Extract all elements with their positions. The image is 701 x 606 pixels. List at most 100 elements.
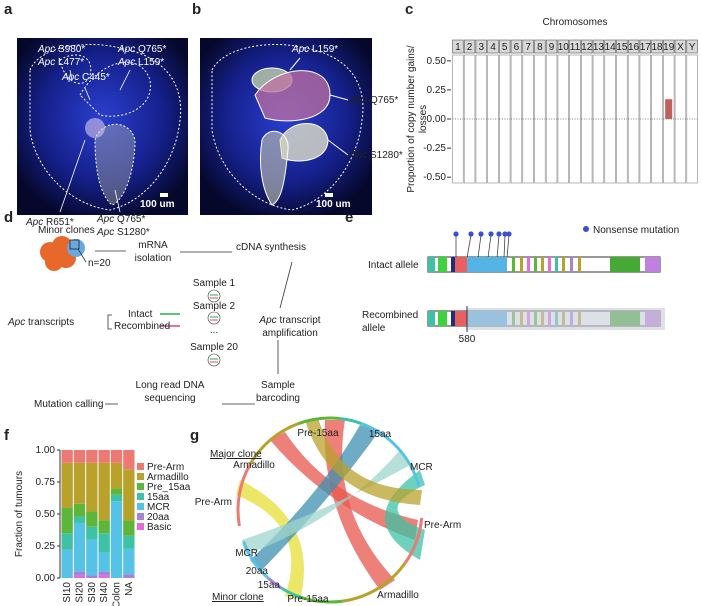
bar-segment [123,450,135,470]
flow-text-text: transcript [279,315,320,326]
chord-label: Pre-15aa [287,594,329,605]
bar-segment [73,575,86,578]
bar-segment [73,522,86,572]
bar-segment [98,571,110,576]
bar-segment [73,571,86,576]
facet-strip [686,39,698,54]
x-tick-label: Colon [112,582,123,606]
micrograph-b [200,38,372,215]
y-tick-label: 0.75 [36,477,56,488]
facet-label: 8 [537,42,543,53]
x-tick-label: SI20 [75,582,86,603]
facet-label: 2 [467,42,473,53]
facet-label: 15 [616,42,628,53]
panel-letter: c [405,1,413,18]
legend-label: 15aa [147,492,170,503]
flow-text: n=20 [88,258,111,269]
y-tick-label: 0.00 [427,114,447,125]
bar-segment [86,462,98,512]
mutation-label-text: Q765* [117,214,145,225]
legend-label: Basic [147,522,171,533]
gene: Apc [96,214,114,225]
flow-text: cDNA synthesis [236,242,306,253]
facet-label: 13 [593,42,605,53]
facet-label: 18 [651,42,663,53]
bar-segment [123,574,135,578]
chord-arc [298,416,340,425]
flow-text: isolation [135,253,172,264]
chord-label: 20aa [246,566,269,577]
bar-segment [86,575,98,578]
flow-text: sequencing [144,393,195,404]
chord-label: Pre-Arm [195,497,232,508]
facet-label: 16 [628,42,640,53]
micrograph-a [17,38,188,215]
facet-strip [557,39,569,54]
y-tick-label: -0.50 [423,172,446,183]
y-tick-label: 0.25 [36,541,56,552]
chord-label: 15aa [369,429,392,440]
sample-label: Sample 1 [193,278,236,289]
legend-swatch [137,463,144,470]
mutation-label: Apc S980* [37,44,85,55]
bar-segment [123,548,135,575]
facet-label: 12 [581,42,593,53]
facet-strip [545,39,558,54]
flow-decor [40,236,293,405]
sample-label: ... [210,325,218,336]
bar-segment [110,501,123,578]
bar-segment [73,503,86,517]
bar-segment [110,462,123,489]
clone-label: Minor clone [212,592,264,603]
facet-label: 3 [479,42,485,53]
facet-strip [581,39,593,54]
bar-segment [73,516,86,523]
allele-label: allele [362,323,386,334]
bar-segment [110,450,123,463]
y-tick-label: 0.50 [36,509,56,520]
facet-label: X [677,42,684,53]
bar-segment [110,488,123,495]
bar-segment [123,535,135,549]
mutation-label: Apc Q765* [117,44,166,55]
mutation-label-text: S1280* [370,150,403,161]
mutation-label-text: R651* [46,217,74,228]
bar-segment [61,450,73,463]
legend-text: Nonsense mutation [593,225,679,236]
legend-swatch [137,503,144,510]
mutation-label: Apc S1280* [349,150,403,161]
flow-text: Recombined [114,321,170,332]
facet-strip [569,39,581,54]
flow-text: Mutation calling [34,399,103,410]
gene: Apc [37,44,55,55]
flow-text: mRNA [138,240,168,251]
y-tick-label: 0.50 [427,56,447,67]
bar-segment [110,494,123,502]
bar-segment [86,526,98,540]
position-label: 580 [459,334,476,345]
chord-label: MCR [235,548,258,559]
gene: Apc [96,227,114,238]
panel-letter: f [4,427,10,444]
clone-label: Major clone [210,449,262,460]
flow-text: barcoding [256,393,300,404]
x-tick-label: SI40 [99,582,110,603]
panel-letter: b [192,1,201,18]
chord-arc [280,586,303,599]
chord-arc [342,561,407,603]
panel-letter: d [4,209,13,226]
facet-strip [475,39,487,54]
bar-segment [86,511,98,527]
facet-label: 6 [514,42,520,53]
y-axis-label: losses [418,105,429,133]
bar-segment [73,462,86,504]
gene: Apc [25,217,43,228]
bar-segment [61,462,73,508]
facet-label: 19 [663,42,675,53]
chord-label: Pre-15aa [297,428,339,439]
bar-segment [98,552,110,572]
mutation-label-text: L477* [58,57,84,68]
legend-swatch [137,493,144,500]
bar-segment [98,575,110,578]
chord-arc [242,540,270,580]
